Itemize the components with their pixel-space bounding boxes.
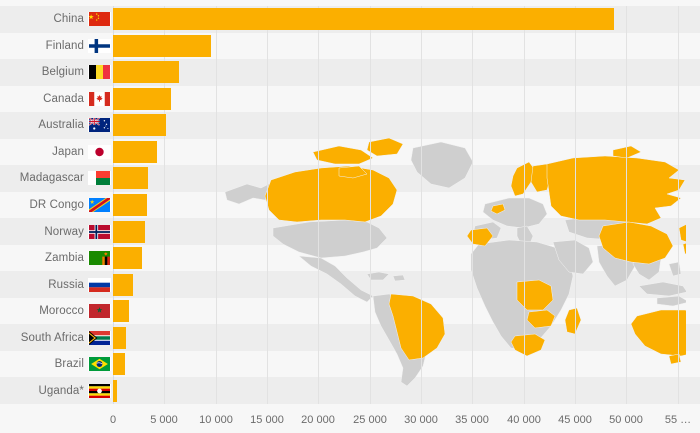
flag-madagascar-icon xyxy=(88,171,111,186)
country-label: South Africa xyxy=(20,331,84,344)
flag-dr-congo-icon xyxy=(88,197,111,212)
gridline xyxy=(216,6,217,404)
flag-china-icon xyxy=(88,12,111,27)
value-bar[interactable] xyxy=(113,34,211,57)
flag-russia-icon xyxy=(88,277,111,292)
value-bar[interactable] xyxy=(113,87,171,110)
gridline xyxy=(678,6,679,404)
x-tick-label: 35 000 xyxy=(455,414,489,426)
gridline xyxy=(370,6,371,404)
x-tick-label: 10 000 xyxy=(199,414,233,426)
value-bar[interactable] xyxy=(113,379,117,402)
bar-row[interactable]: Morocco xyxy=(0,298,700,325)
x-tick-label: 30 000 xyxy=(404,414,438,426)
bar-row[interactable]: Uganda* xyxy=(0,377,700,404)
gridline xyxy=(575,6,576,404)
gridline xyxy=(318,6,319,404)
gridline xyxy=(164,6,165,404)
bar-row[interactable]: Finland xyxy=(0,33,700,60)
bar-row[interactable]: Zambia xyxy=(0,245,700,272)
value-bar[interactable] xyxy=(113,300,129,323)
gridline xyxy=(421,6,422,404)
x-tick-label: 25 000 xyxy=(353,414,387,426)
country-label: Norway xyxy=(44,225,84,238)
bar-row[interactable]: Norway xyxy=(0,218,700,245)
country-label: Japan xyxy=(52,145,84,158)
value-bar[interactable] xyxy=(113,193,147,216)
value-bar[interactable] xyxy=(113,326,126,349)
value-bar[interactable] xyxy=(113,273,133,296)
x-tick-label: 45 000 xyxy=(558,414,592,426)
x-tick-label: 15 000 xyxy=(250,414,284,426)
bar-row[interactable]: Brazil xyxy=(0,351,700,378)
bar-row[interactable]: Madagascar xyxy=(0,165,700,192)
x-tick-label: 0 xyxy=(109,414,117,426)
bar-row[interactable]: Canada xyxy=(0,86,700,113)
flag-zambia-icon xyxy=(88,251,111,266)
value-bar[interactable] xyxy=(113,61,179,84)
bar-row[interactable]: DR Congo xyxy=(0,192,700,219)
flag-uganda-icon xyxy=(88,383,111,398)
x-tick-label: 5 000 xyxy=(150,414,178,426)
gridline xyxy=(524,6,525,404)
country-label: Morocco xyxy=(39,305,84,318)
country-label: Zambia xyxy=(45,252,84,265)
country-label: Canada xyxy=(43,92,84,105)
x-tick-label: 20 000 xyxy=(301,414,335,426)
flag-south-africa-icon xyxy=(88,330,111,345)
flag-japan-icon xyxy=(88,144,111,159)
bar-row[interactable]: China xyxy=(0,6,700,33)
country-label: Finland xyxy=(45,39,84,52)
gridline xyxy=(472,6,473,404)
country-label: Australia xyxy=(38,119,84,132)
x-tick-label: 40 000 xyxy=(507,414,541,426)
flag-canada-icon xyxy=(88,91,111,106)
country-label: Belgium xyxy=(41,66,84,79)
value-bar[interactable] xyxy=(113,114,166,137)
value-bar[interactable] xyxy=(113,353,125,376)
bar-row[interactable]: Belgium xyxy=(0,59,700,86)
country-label: Uganda* xyxy=(38,384,84,397)
value-bar[interactable] xyxy=(113,247,142,270)
country-label: Brazil xyxy=(54,358,84,371)
country-label: DR Congo xyxy=(29,198,84,211)
x-tick-label: 50 000 xyxy=(609,414,643,426)
country-label: Madagascar xyxy=(19,172,84,185)
bar-row[interactable]: South Africa xyxy=(0,324,700,351)
flag-morocco-icon xyxy=(88,304,111,319)
value-bar[interactable] xyxy=(113,167,148,190)
flag-belgium-icon xyxy=(88,65,111,80)
x-tick-label: 55 … xyxy=(664,414,692,426)
bar-row[interactable]: Russia xyxy=(0,271,700,298)
value-bar[interactable] xyxy=(113,220,145,243)
flag-norway-icon xyxy=(88,224,111,239)
gridline xyxy=(626,6,627,404)
flag-finland-icon xyxy=(88,38,111,53)
country-label: Russia xyxy=(48,278,84,291)
flag-brazil-icon xyxy=(88,357,111,372)
value-bar[interactable] xyxy=(113,8,614,31)
bar-row[interactable]: Japan xyxy=(0,139,700,166)
value-bar[interactable] xyxy=(113,140,157,163)
gridline xyxy=(267,6,268,404)
bar-row[interactable]: Australia xyxy=(0,112,700,139)
flag-australia-icon xyxy=(88,118,111,133)
country-label: China xyxy=(53,13,84,26)
